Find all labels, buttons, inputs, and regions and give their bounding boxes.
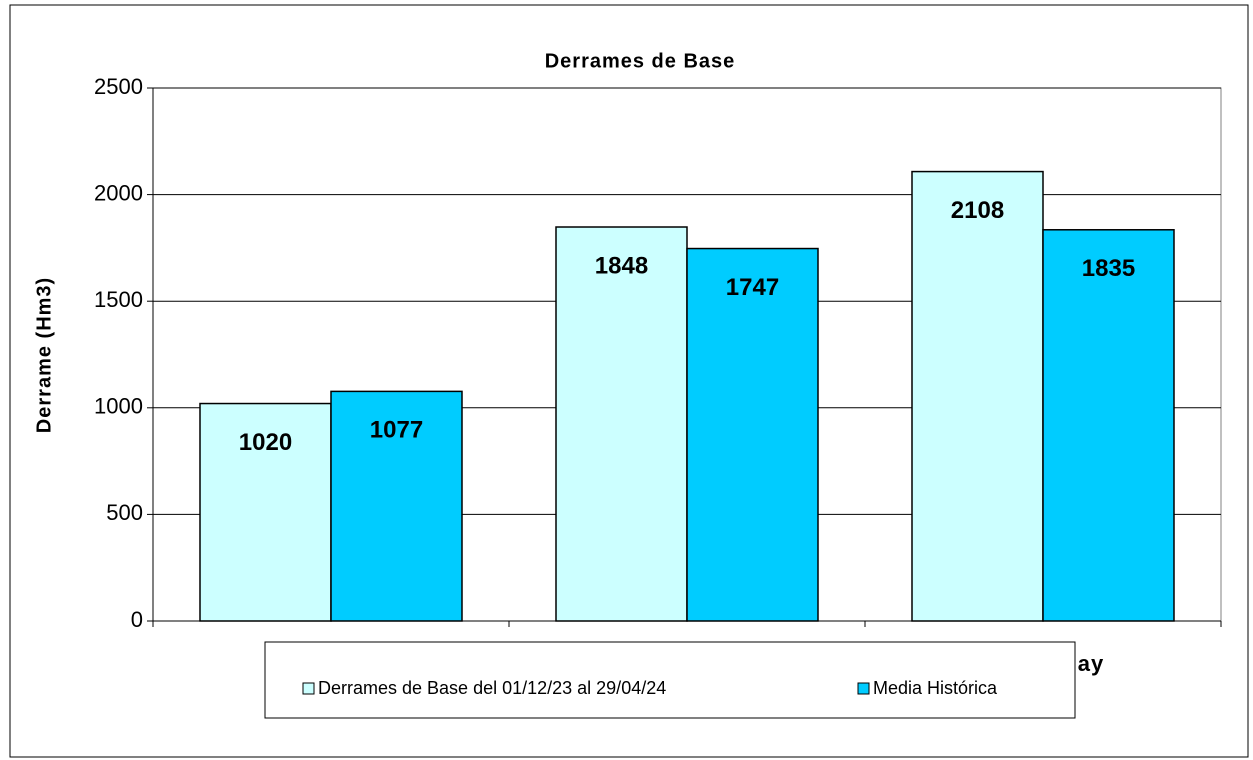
y-tick-label: 1500	[94, 287, 143, 312]
legend-swatch	[857, 682, 870, 695]
bar	[686, 247, 819, 622]
bar	[911, 170, 1044, 622]
bar	[199, 402, 332, 622]
y-axis-label: Derrame (Hm3)	[33, 277, 55, 433]
y-tick-label: 2000	[94, 180, 143, 205]
value-label: 1848	[595, 252, 648, 279]
legend-label: Derrames de Base del 01/12/23 al 29/04/2…	[318, 678, 666, 698]
legend-box	[264, 641, 1076, 719]
y-tick-label: 1000	[94, 394, 143, 419]
bar	[555, 226, 688, 622]
legend-swatch	[302, 682, 315, 695]
y-tick-label: 500	[106, 500, 143, 525]
value-label: 2108	[951, 197, 1004, 224]
chart-title: Derrames de Base	[545, 50, 736, 72]
bar	[330, 390, 463, 622]
value-label: 1835	[1082, 255, 1135, 282]
value-label: 1077	[370, 417, 423, 444]
y-tick-label: 2500	[94, 74, 143, 99]
bar	[1042, 229, 1175, 622]
y-tick-label: 0	[131, 607, 143, 632]
legend-label: Media Histórica	[873, 678, 998, 698]
value-label: 1020	[239, 429, 292, 456]
value-label: 1747	[726, 274, 779, 301]
